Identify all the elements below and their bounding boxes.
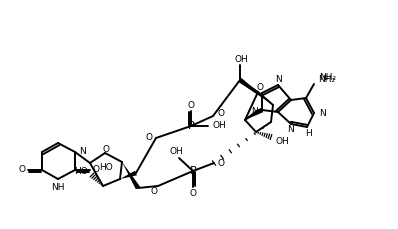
- Text: O: O: [217, 109, 224, 118]
- Text: O: O: [103, 144, 109, 153]
- Text: N: N: [79, 147, 86, 156]
- Text: O: O: [145, 133, 152, 142]
- Text: OH: OH: [169, 147, 183, 155]
- Text: O: O: [150, 186, 158, 196]
- Text: N: N: [287, 125, 293, 134]
- Text: O: O: [189, 188, 197, 197]
- Text: O: O: [256, 84, 263, 93]
- Text: N: N: [276, 76, 282, 85]
- Text: NH₂: NH₂: [319, 74, 336, 82]
- Text: P: P: [187, 121, 194, 131]
- Text: O: O: [18, 166, 25, 174]
- Text: NH₂: NH₂: [318, 74, 335, 84]
- Text: O: O: [187, 101, 195, 109]
- Polygon shape: [120, 171, 137, 179]
- Polygon shape: [238, 78, 273, 105]
- Text: N: N: [319, 109, 326, 117]
- Text: N: N: [251, 106, 258, 115]
- Text: O: O: [218, 158, 225, 167]
- Polygon shape: [122, 162, 140, 189]
- Text: O: O: [92, 166, 100, 174]
- Text: HO: HO: [74, 167, 88, 177]
- Text: H: H: [306, 128, 312, 137]
- Text: OH: OH: [234, 55, 248, 65]
- Text: HO: HO: [99, 163, 113, 172]
- Text: OH: OH: [212, 122, 226, 131]
- Polygon shape: [245, 108, 263, 120]
- Text: NH: NH: [51, 183, 65, 193]
- Text: P: P: [189, 166, 196, 176]
- Text: OH: OH: [275, 136, 289, 145]
